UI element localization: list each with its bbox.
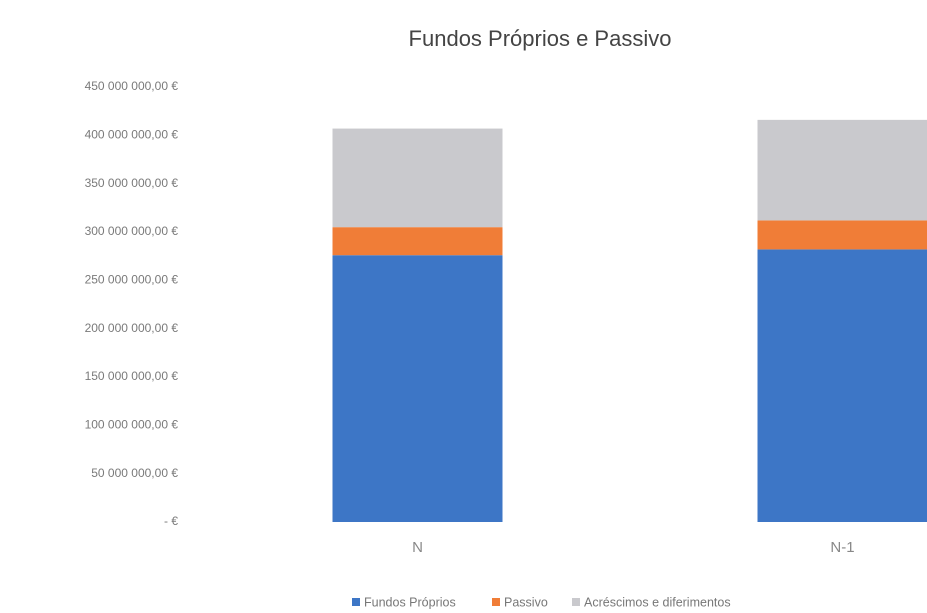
bar-segment xyxy=(332,227,503,256)
y-tick-label: 50 000 000,00 € xyxy=(91,466,178,480)
y-tick-label: - € xyxy=(164,514,178,528)
bar-segment xyxy=(332,255,503,522)
bar-segment xyxy=(757,249,927,522)
y-tick-label: 350 000 000,00 € xyxy=(85,176,179,190)
y-tick-label: 150 000 000,00 € xyxy=(85,369,179,383)
legend-swatch xyxy=(352,598,360,606)
bar-segment xyxy=(757,119,927,221)
y-tick-label: 450 000 000,00 € xyxy=(85,79,179,93)
legend-label: Fundos Próprios xyxy=(364,595,456,609)
legend-swatch xyxy=(572,598,580,606)
bar-segment xyxy=(332,128,503,228)
y-tick-label: 100 000 000,00 € xyxy=(85,418,179,432)
y-tick-label: 250 000 000,00 € xyxy=(85,273,179,287)
y-tick-label: 400 000 000,00 € xyxy=(85,128,179,142)
x-tick-label: N xyxy=(412,539,423,556)
y-tick-label: 200 000 000,00 € xyxy=(85,321,179,335)
y-tick-label: 300 000 000,00 € xyxy=(85,224,179,238)
legend-label: Passivo xyxy=(504,595,548,609)
bar-segment xyxy=(757,220,927,250)
legend-swatch xyxy=(492,598,500,606)
x-tick-label: N-1 xyxy=(830,539,854,556)
chart-title: Fundos Próprios e Passivo xyxy=(409,26,672,51)
legend-label: Acréscimos e diferimentos xyxy=(584,595,731,609)
